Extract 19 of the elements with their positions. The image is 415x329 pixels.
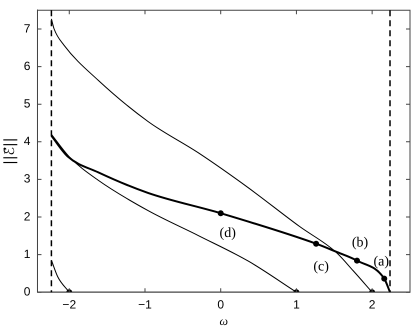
annotation: (c) <box>313 259 330 274</box>
x-tick-label: −1 <box>138 298 152 312</box>
annotation: (b) <box>352 235 368 250</box>
annotation: (d) <box>220 226 236 241</box>
y-tick-label: 0 <box>24 284 31 299</box>
y-tick-label: 1 <box>24 246 31 261</box>
y-tick-label: 3 <box>24 172 31 186</box>
y-tick-label: 6 <box>24 58 31 73</box>
y-tick-label: 2 <box>24 209 31 224</box>
y-tick-label: 4 <box>24 134 31 148</box>
x-tick-label: 2 <box>368 298 376 312</box>
y-tick-label: 7 <box>24 21 31 36</box>
x-tick-label: 0 <box>217 298 224 312</box>
x-tick-label: −2 <box>62 298 76 312</box>
annotation: (a) <box>373 254 390 270</box>
x-tick-label: 1 <box>293 298 300 312</box>
x-axis-title: ω <box>219 314 228 328</box>
y-tick-label: 5 <box>24 96 31 111</box>
y-axis-title: ||ℰ⃗|| <box>2 138 18 165</box>
